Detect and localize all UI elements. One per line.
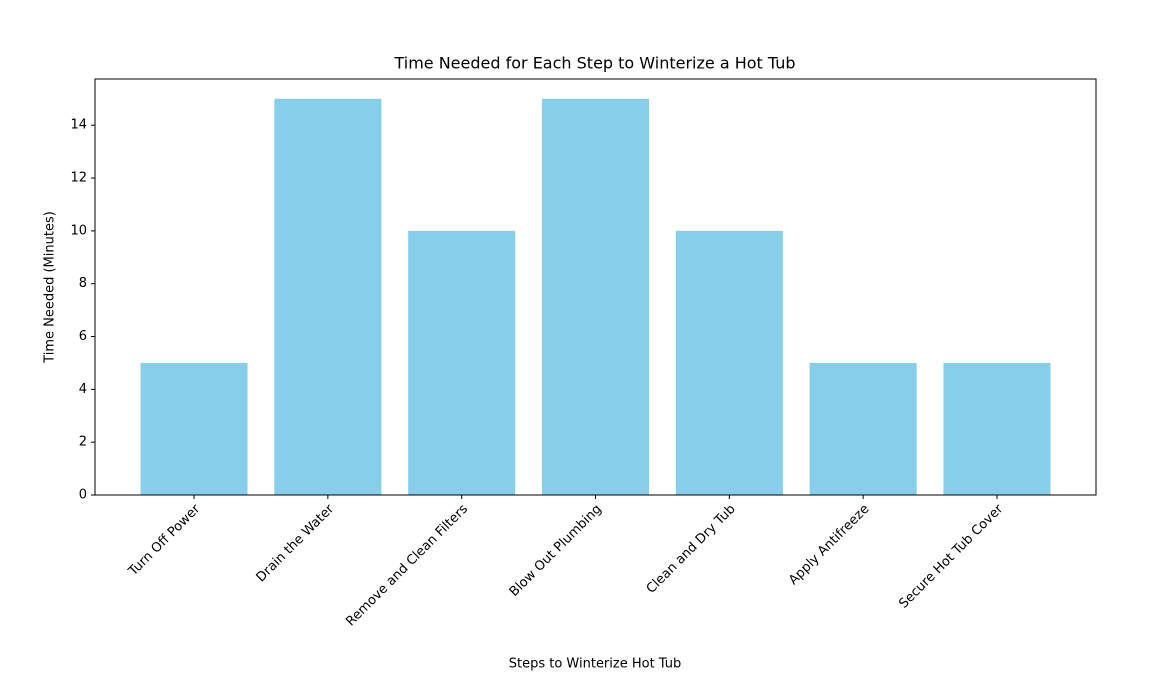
y-tick-label: 4 (79, 382, 87, 397)
bar (809, 362, 917, 495)
x-tick-label: Turn Off Power (125, 501, 203, 579)
y-tick-label: 0 (79, 488, 87, 503)
bar (541, 98, 650, 496)
y-tick-label: 14 (70, 118, 87, 133)
y-tick-label: 2 (79, 435, 87, 450)
x-tick-label: Secure Hot Tub Cover (896, 501, 1006, 611)
bar (675, 230, 783, 495)
bar (274, 98, 382, 496)
y-tick-label: 8 (79, 276, 87, 291)
bar (140, 362, 248, 495)
x-tick-label: Remove and Clean Filters (343, 502, 471, 630)
y-tick-label: 10 (70, 223, 87, 238)
y-axis-label: Time Needed (Minutes) (43, 211, 58, 364)
chart-title: Time Needed for Each Step to Winterize a… (393, 54, 795, 73)
bar (943, 362, 1051, 495)
x-axis-label: Steps to Winterize Hot Tub (509, 657, 682, 672)
x-tick-label: Apply Antifreeze (786, 502, 872, 588)
plot-frame (94, 78, 1097, 496)
y-tick-label: 6 (79, 329, 87, 344)
y-tick-label: 12 (70, 171, 87, 186)
x-tick-label: Blow Out Plumbing (507, 502, 605, 600)
x-tick-label: Drain the Water (254, 501, 338, 585)
x-tick-label: Clean and Dry Tub (644, 502, 739, 597)
bar (408, 230, 516, 495)
